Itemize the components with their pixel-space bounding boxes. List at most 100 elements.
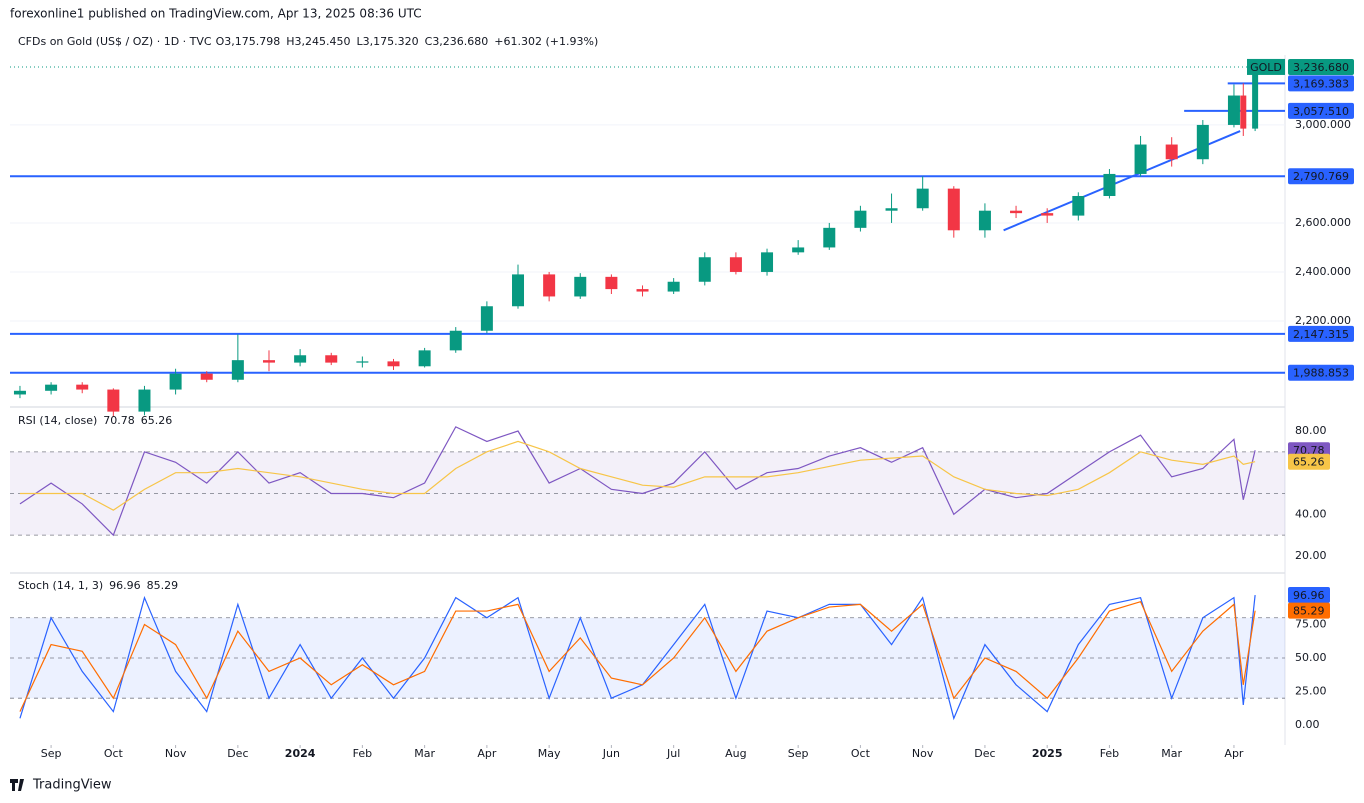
- candle-body: [947, 188, 960, 231]
- ohlc-key: L: [357, 35, 364, 48]
- y-tick-label: 75.00: [1295, 617, 1327, 630]
- candle-body: [107, 389, 120, 412]
- candle-body: [823, 227, 836, 248]
- ohlc-value: 3,175.320: [363, 35, 419, 48]
- level-label-box: [1288, 364, 1354, 381]
- candle-body: [1240, 95, 1247, 129]
- y-tick-label: 25.00: [1295, 685, 1327, 698]
- x-tick-label: Feb: [353, 747, 372, 760]
- candle-body: [13, 390, 26, 395]
- candle-body: [1252, 66, 1259, 129]
- candle-body: [885, 208, 898, 211]
- x-tick-label: Aug: [725, 747, 746, 760]
- candle-body: [1165, 144, 1178, 160]
- level-label-text: 2,147.315: [1293, 328, 1349, 341]
- x-tick-label: Apr: [477, 747, 497, 760]
- candle-body: [761, 252, 774, 272]
- indicator-line: [19, 600, 1256, 712]
- indicator-line: [19, 440, 1256, 511]
- y-tick-label: 20.00: [1295, 549, 1327, 562]
- last-price-label-text: 3,236.680: [1293, 61, 1349, 74]
- candle-body: [294, 355, 307, 363]
- y-tick-label: 50.00: [1295, 651, 1327, 664]
- x-tick-label: Dec: [227, 747, 248, 760]
- x-tick-label: 2025: [1032, 747, 1063, 760]
- indicator-value-label: 96.96: [1293, 589, 1325, 602]
- indicator-value: 65.26: [141, 414, 173, 427]
- candle-body: [636, 289, 649, 292]
- last-price-label-box: [1288, 58, 1354, 75]
- x-tick-label: Nov: [165, 747, 187, 760]
- ohlc-value: 3,236.680: [432, 35, 488, 48]
- candle-body: [231, 360, 244, 380]
- indicator-title: Stoch (14, 1, 3): [18, 579, 103, 592]
- brand: TradingView: [32, 778, 112, 793]
- x-tick-label: Feb: [1100, 747, 1119, 760]
- indicator-value: 70.78: [103, 414, 135, 427]
- band-fill: [10, 451, 1285, 536]
- indicator-value-label: 65.26: [1293, 456, 1325, 469]
- x-tick-label: Oct: [851, 747, 871, 760]
- ohlc-key: C: [425, 35, 433, 48]
- x-tick-label: Apr: [1224, 747, 1244, 760]
- candle-body: [1103, 173, 1116, 196]
- change: +61.302 (+1.93%): [494, 35, 598, 48]
- ohlc-key: O: [216, 35, 225, 48]
- candle-body: [1196, 124, 1209, 160]
- level-label-box: [1288, 168, 1354, 185]
- level-label: 1,988.853: [1288, 364, 1354, 381]
- indicator-title: RSI (14, close): [18, 414, 97, 427]
- candle-body: [76, 384, 89, 390]
- y-tick-label: 0.00: [1295, 718, 1320, 731]
- candle-body: [1072, 195, 1085, 216]
- ohlc-value: 3,245.450: [295, 35, 351, 48]
- indicator-value: 85.29: [147, 579, 179, 592]
- indicator-value-box: [1288, 453, 1330, 470]
- candle-body: [1010, 210, 1023, 214]
- x-tick-label: Dec: [974, 747, 995, 760]
- x-tick-label: Mar: [414, 747, 435, 760]
- candle-body: [729, 257, 742, 272]
- indicator-line: [19, 594, 1256, 721]
- y-tick-label: 3,000.000: [1295, 118, 1351, 131]
- level-label: 2,147.315: [1288, 325, 1354, 342]
- candle-body: [262, 360, 275, 363]
- x-tick-label: May: [538, 747, 561, 760]
- x-tick-label: Mar: [1161, 747, 1182, 760]
- indicator-value: 96.96: [109, 579, 141, 592]
- candle-body: [605, 276, 618, 290]
- symbol-tag-box: [1247, 58, 1285, 75]
- indicator-value-label: 85.29: [1293, 605, 1325, 618]
- candle-body: [792, 247, 805, 253]
- level-label: 3,169.383: [1288, 75, 1354, 92]
- candle-body: [574, 276, 587, 297]
- x-tick-label: Sep: [788, 747, 809, 760]
- candle-body: [978, 210, 991, 231]
- last-price-label: 3,236.680: [1288, 58, 1354, 75]
- candle-body: [45, 384, 58, 391]
- candle-body: [1227, 95, 1240, 125]
- candle-body: [543, 274, 556, 297]
- indicator-line: [19, 426, 1256, 537]
- level-label: 3,057.510: [1288, 102, 1354, 119]
- y-tick-label: 40.00: [1295, 507, 1327, 520]
- level-label: 2,790.769: [1288, 168, 1354, 185]
- candle-body: [1134, 144, 1147, 174]
- level-label-box: [1288, 102, 1354, 119]
- candle-body: [387, 361, 400, 367]
- y-tick-label: 2,600.000: [1295, 216, 1351, 229]
- candle-body: [480, 306, 493, 331]
- x-tick-label: Jul: [666, 747, 680, 760]
- y-tick-label: 80.00: [1295, 424, 1327, 437]
- level-label-text: 1,988.853: [1293, 367, 1349, 380]
- candle-body: [854, 210, 867, 228]
- x-tick-label: Jun: [602, 747, 620, 760]
- x-tick-label: Sep: [41, 747, 62, 760]
- indicator-value-box: [1288, 587, 1330, 604]
- candle-body: [325, 355, 338, 363]
- candle-body: [449, 330, 462, 351]
- level-label-text: 2,790.769: [1293, 170, 1349, 183]
- symbol: CFDs on Gold (US$ / OZ) · 1D · TVC: [18, 35, 212, 48]
- candle-body: [512, 274, 525, 307]
